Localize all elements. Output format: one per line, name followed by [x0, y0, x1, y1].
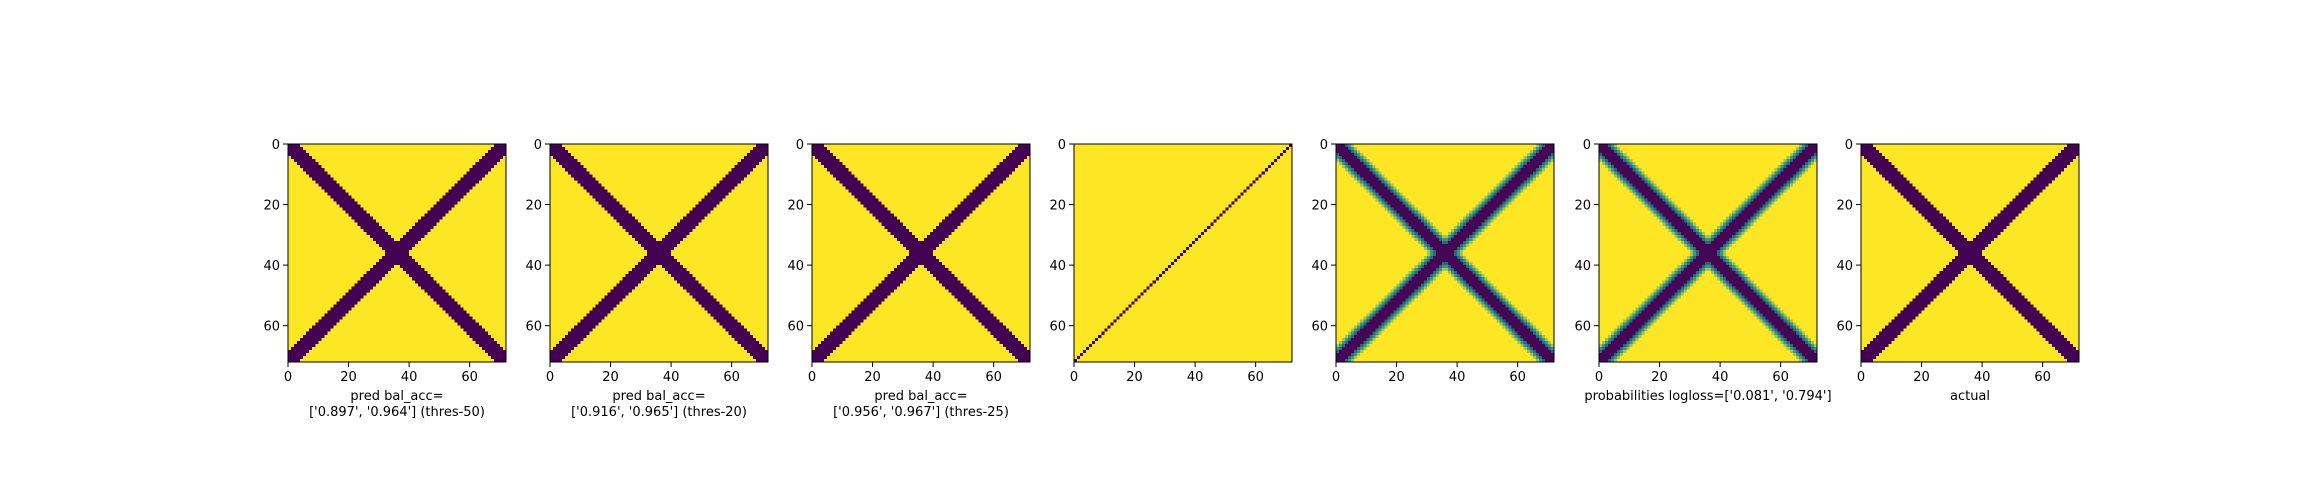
x-tick-label: 0	[1857, 370, 1865, 385]
x-tick-label: 20	[1126, 370, 1143, 385]
x-axis-label: pred bal_acc= ['0.897', '0.964'] (thres-5…	[309, 389, 485, 420]
heatmap-panel-4: 0 20 40 60 0 20 40 60	[1049, 138, 1293, 385]
y-tick-label: 40	[1836, 259, 1853, 274]
y-tick-label: 0	[1058, 138, 1066, 153]
heatmap-panel-2: 0 20 40 60 0 20 40 60 pred bal_acc= ['0.916', '0.…	[525, 138, 769, 420]
y-tick-label: 40	[787, 259, 804, 274]
y-tick-label: 60	[1049, 320, 1066, 335]
y-tick-label: 0	[1320, 138, 1328, 153]
x-tick-label: 60	[1247, 370, 1264, 385]
y-tick-label: 0	[272, 138, 280, 153]
x-tick-label: 60	[461, 370, 478, 385]
x-tick-label: 20	[1913, 370, 1930, 385]
heatmap-panel-6: 0 20 40 60 0 20 40 60 probabilities logloss=['0.…	[1574, 138, 1831, 404]
y-tick-label: 60	[1836, 320, 1853, 335]
x-tick-label: 20	[1388, 370, 1405, 385]
x-axis-label: actual	[1950, 389, 1990, 404]
heatmap-panel-3: 0 20 40 60 0 20 40 60 pred bal_acc= ['0.956', '0.…	[787, 138, 1031, 420]
y-tick-label: 60	[1574, 320, 1591, 335]
x-tick-label: 20	[1651, 370, 1668, 385]
heatmap-image	[1599, 144, 1817, 362]
x-axis-label-line: pred bal_acc=	[612, 389, 705, 404]
heatmap-image	[288, 144, 506, 362]
axes-frame	[1335, 143, 1555, 363]
x-axis-label-line: pred bal_acc=	[350, 389, 443, 404]
y-tick-label: 20	[1049, 199, 1066, 214]
y-tick-label: 20	[1836, 199, 1853, 214]
x-axis-label-line: actual	[1950, 389, 1990, 404]
x-axis-label-line: pred bal_acc=	[874, 389, 967, 404]
x-tick-label: 60	[1509, 370, 1526, 385]
x-tick-label: 40	[1974, 370, 1991, 385]
x-tick-label: 20	[602, 370, 619, 385]
y-tick-label: 20	[1574, 199, 1591, 214]
y-tick-label: 40	[1311, 259, 1328, 274]
y-tick-label: 20	[525, 199, 542, 214]
x-tick-label: 0	[1070, 370, 1078, 385]
y-tick-label: 60	[1311, 320, 1328, 335]
x-tick-label: 40	[663, 370, 680, 385]
heatmap-panel-5: 0 20 40 60 0 20 40 60	[1311, 138, 1555, 385]
heatmap-image	[550, 144, 768, 362]
x-tick-label: 60	[985, 370, 1002, 385]
axes-frame	[1073, 143, 1293, 363]
axes-frame	[287, 143, 507, 363]
y-tick-label: 40	[525, 259, 542, 274]
x-tick-label: 40	[925, 370, 942, 385]
axes-frame	[1598, 143, 1818, 363]
y-tick-label: 0	[1583, 138, 1591, 153]
y-tick-label: 20	[1311, 199, 1328, 214]
x-tick-label: 40	[1187, 370, 1204, 385]
y-tick-label: 0	[534, 138, 542, 153]
x-axis-label-line: ['0.897', '0.964'] (thres-50)	[309, 405, 485, 420]
heatmap-image	[812, 144, 1030, 362]
x-tick-label: 0	[1595, 370, 1603, 385]
y-tick-label: 40	[1049, 259, 1066, 274]
heatmap-image	[1861, 144, 2079, 362]
heatmap-image	[1336, 144, 1554, 362]
x-axis-label: probabilities logloss=['0.081', '0.794']	[1584, 389, 1831, 404]
x-tick-label: 0	[808, 370, 816, 385]
y-tick-label: 60	[525, 320, 542, 335]
x-tick-label: 0	[1332, 370, 1340, 385]
axes-frame	[549, 143, 769, 363]
y-tick-label: 40	[1574, 259, 1591, 274]
x-tick-label: 60	[723, 370, 740, 385]
axes-frame	[811, 143, 1031, 363]
y-tick-label: 0	[796, 138, 804, 153]
x-tick-label: 40	[1449, 370, 1466, 385]
axes-frame	[1860, 143, 2080, 363]
y-tick-label: 60	[263, 320, 280, 335]
heatmap-image	[1074, 144, 1292, 362]
y-tick-label: 20	[263, 199, 280, 214]
heatmap-panel-1: 0 20 40 60 0 20 40 60 pred bal_acc= ['0.897', '0.…	[263, 138, 507, 420]
heatmap-panel-7: 0 20 40 60 0 20 40 60 actual	[1836, 138, 2080, 404]
x-tick-label: 20	[340, 370, 357, 385]
x-tick-label: 60	[2034, 370, 2051, 385]
x-axis-label: pred bal_acc= ['0.916', '0.965'] (thres-2…	[571, 389, 747, 420]
x-axis-label-line: ['0.956', '0.967'] (thres-25)	[833, 405, 1009, 420]
x-tick-label: 40	[1712, 370, 1729, 385]
x-axis-label-line: probabilities logloss=['0.081', '0.794']	[1584, 389, 1831, 404]
y-tick-label: 60	[787, 320, 804, 335]
x-axis-label-line: ['0.916', '0.965'] (thres-20)	[571, 405, 747, 420]
y-tick-label: 40	[263, 259, 280, 274]
x-tick-label: 0	[284, 370, 292, 385]
y-tick-label: 0	[1845, 138, 1853, 153]
x-axis-label: pred bal_acc= ['0.956', '0.967'] (thres-2…	[833, 389, 1009, 420]
x-tick-label: 0	[546, 370, 554, 385]
x-tick-label: 40	[401, 370, 418, 385]
y-tick-label: 20	[787, 199, 804, 214]
x-tick-label: 60	[1772, 370, 1789, 385]
x-tick-label: 20	[864, 370, 881, 385]
